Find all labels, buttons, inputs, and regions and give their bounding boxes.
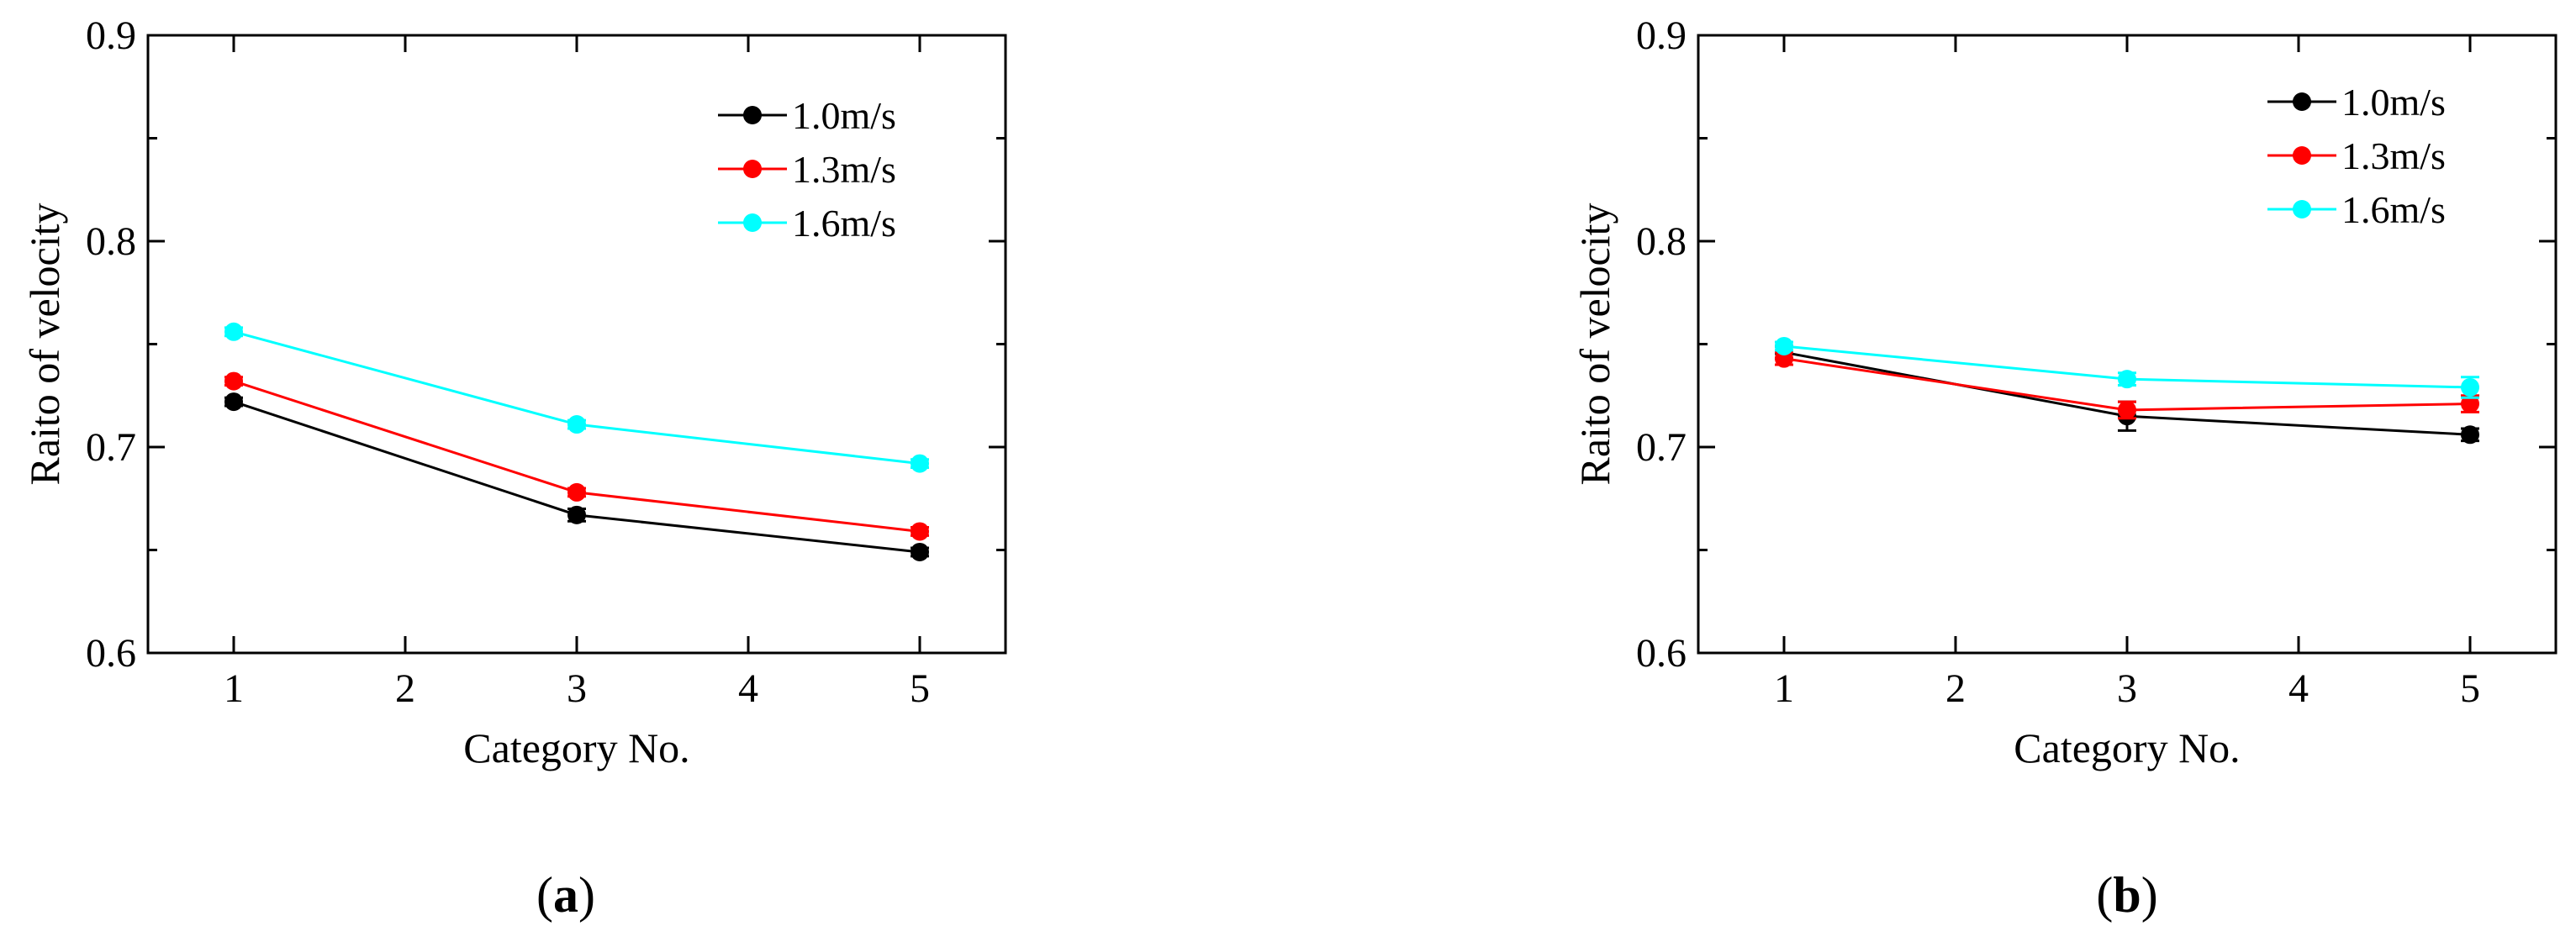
data-point — [2461, 377, 2479, 397]
y-tick-label: 0.8 — [86, 219, 136, 264]
x-tick-label: 1 — [224, 666, 244, 711]
data-point — [911, 542, 929, 561]
legend-label: 1.3m/s — [2341, 134, 2446, 177]
plot-frame — [1697, 34, 2558, 655]
panel-label-close-paren: ) — [578, 867, 595, 923]
y-tick-label: 0.9 — [1636, 13, 1687, 58]
chart-panel-b: 1 2 3 4 5 0.6 0.7 0.8 0.9 Category No. Raito of ve… — [1571, 13, 2558, 923]
x-axis-title: Category No. — [2014, 724, 2240, 771]
x-tick-label: 3 — [567, 666, 587, 711]
x-tick-label: 2 — [395, 666, 415, 711]
y-axis-title: Raito of velocity — [21, 203, 68, 485]
y-tick-label: 0.6 — [86, 631, 136, 676]
data-point — [567, 505, 586, 524]
y-axis-title: Raito of velocity — [1571, 203, 1618, 485]
legend-label: 1.6m/s — [792, 202, 896, 245]
chart-panel-a: 1 2 3 4 5 0.6 0.7 0.8 0.9 Category No. Raito of ve… — [21, 13, 1007, 923]
y-tick-label: 0.6 — [1636, 631, 1687, 676]
data-point — [911, 454, 929, 473]
panel-label-letter: a — [553, 867, 578, 923]
data-point — [567, 482, 586, 502]
data-point — [2118, 370, 2136, 389]
panel-label-letter: b — [2113, 867, 2141, 923]
legend-marker — [2293, 200, 2311, 218]
y-tick-label: 0.8 — [1636, 219, 1687, 264]
panel-label: (b) — [2096, 867, 2157, 923]
x-tick-label: 3 — [2117, 666, 2137, 711]
series-line — [233, 330, 921, 466]
legend-label: 1.0m/s — [2341, 81, 2446, 124]
data-point — [224, 392, 243, 412]
y-tick-label: 0.7 — [86, 425, 136, 470]
data-point — [224, 322, 243, 341]
panel-label-open-paren: ( — [2096, 867, 2113, 923]
legend-label: 1.0m/s — [792, 94, 896, 137]
panel-label-open-paren: ( — [536, 867, 553, 923]
legend-marker — [743, 106, 762, 124]
x-tick-label: 5 — [910, 666, 930, 711]
legend-label: 1.3m/s — [792, 148, 896, 191]
data-point — [2118, 400, 2136, 419]
x-tick-label: 5 — [2460, 666, 2480, 711]
data-point — [567, 415, 586, 434]
x-tick-label: 4 — [738, 666, 758, 711]
data-point — [911, 522, 929, 541]
x-tick-label: 1 — [1774, 666, 1794, 711]
legend-label: 1.6m/s — [2341, 188, 2446, 231]
legend-marker — [2293, 92, 2311, 111]
x-tick-label: 2 — [1945, 666, 1966, 711]
data-point — [1775, 336, 1793, 355]
legend-marker — [2293, 146, 2311, 165]
y-tick-label: 0.7 — [1636, 425, 1687, 470]
legend-marker — [743, 160, 762, 178]
x-tick-label: 4 — [2288, 666, 2309, 711]
panel-label: (a) — [536, 867, 595, 923]
y-tick-label: 0.9 — [86, 13, 136, 58]
data-point — [2461, 425, 2479, 445]
data-point — [224, 371, 243, 391]
data-point — [2461, 394, 2479, 413]
legend-marker — [743, 213, 762, 232]
panel-label-close-paren: ) — [2141, 867, 2158, 923]
x-axis-title: Category No. — [463, 724, 689, 771]
